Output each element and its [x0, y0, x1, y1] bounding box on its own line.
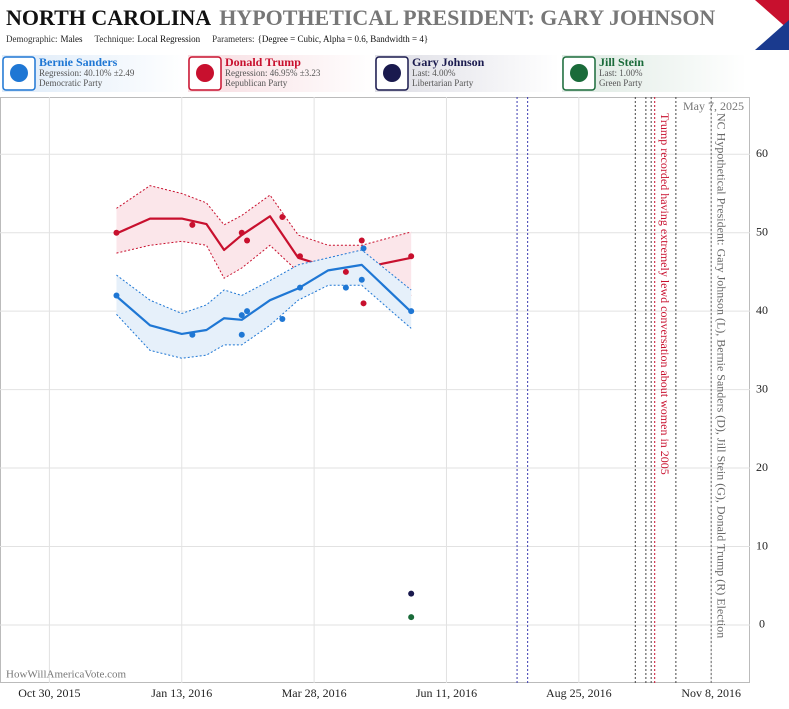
candidate-party: Libertarian Party — [412, 78, 474, 88]
poll-point — [360, 245, 367, 252]
x-tick-label: Aug 25, 2016 — [546, 686, 612, 700]
candidate-party: Democratic Party — [39, 78, 103, 88]
trend-line — [115, 263, 412, 336]
poll-point — [244, 237, 251, 244]
y-tick-label: 0 — [759, 617, 765, 631]
poll-point — [244, 308, 251, 315]
poll-point — [342, 268, 349, 275]
candidate-emblem — [383, 64, 401, 82]
date-stamp: May 7, 2025 — [683, 99, 744, 113]
y-tick-label: 50 — [756, 224, 768, 238]
x-tick-label: Oct 30, 2015 — [18, 686, 80, 700]
chart-subtitle: HYPOTHETICAL PRESIDENT: GARY JOHNSON — [219, 5, 715, 30]
poll-point — [113, 229, 120, 236]
candidate-name: Jill Stein — [599, 55, 644, 69]
candidate-stat: Last: 4.00% — [412, 68, 456, 78]
poll-point — [342, 284, 349, 291]
candidate-name: Gary Johnson — [412, 55, 485, 69]
param-value: {Degree = Cubic, Alpha = 0.6, Bandwidth … — [258, 34, 429, 44]
y-tick-label: 30 — [756, 381, 768, 395]
candidate-emblem — [10, 64, 28, 82]
y-tick-label: 20 — [756, 460, 768, 474]
poll-point — [358, 276, 365, 283]
param-value: Local Regression — [137, 34, 200, 44]
candidate-party: Green Party — [599, 78, 643, 88]
candidate-name: Bernie Sanders — [39, 55, 118, 69]
candidate-stat: Regression: 46.95% ±3.23 — [225, 68, 321, 78]
poll-point — [238, 229, 245, 236]
poll-point — [408, 253, 415, 260]
poll-point — [279, 214, 286, 221]
event-label: Trump recorded having extremely lewd con… — [658, 113, 672, 475]
y-tick-label: 40 — [756, 303, 768, 317]
x-tick-label: Nov 8, 2016 — [681, 686, 741, 700]
param-value: Males — [60, 34, 82, 44]
x-tick-label: Jun 11, 2016 — [416, 686, 477, 700]
poll-point — [189, 331, 196, 338]
chart-title: NORTH CAROLINA — [6, 5, 211, 30]
poll-point — [279, 316, 286, 323]
param-label: Parameters: — [212, 34, 254, 44]
candidate-party: Republican Party — [225, 78, 288, 88]
candidate-emblem — [196, 64, 214, 82]
poll-point — [238, 312, 245, 319]
poll-point — [360, 300, 367, 307]
poll-point — [408, 308, 415, 315]
flag — [750, 0, 789, 50]
source: HowWillAmericaVote.com — [6, 669, 126, 681]
poll-point — [297, 284, 303, 291]
poll-point — [297, 253, 303, 260]
x-tick-label: Mar 28, 2016 — [282, 686, 347, 700]
y-tick-label: 60 — [756, 146, 768, 160]
x-tick-label: Jan 13, 2016 — [151, 686, 212, 700]
poll-point — [358, 237, 365, 244]
candidate-stat: Regression: 40.10% ±2.49 — [39, 68, 135, 78]
param-label: Demographic: — [6, 34, 57, 44]
candidate-name: Donald Trump — [225, 55, 301, 69]
poll-point — [408, 590, 415, 597]
poll-point — [189, 221, 196, 228]
band-edge — [116, 240, 412, 296]
y-tick-label: 10 — [756, 538, 768, 552]
candidate-stat: Last: 1.00% — [599, 68, 643, 78]
poll-point — [408, 614, 415, 621]
poll-point — [113, 292, 120, 299]
poll-point — [238, 331, 245, 338]
band-edge — [116, 284, 412, 359]
band-edge — [116, 249, 412, 315]
param-label: Technique: — [94, 34, 134, 44]
event-label: NC Hypothetical President: Gary Johnson … — [714, 113, 728, 638]
candidate-emblem — [570, 64, 588, 82]
